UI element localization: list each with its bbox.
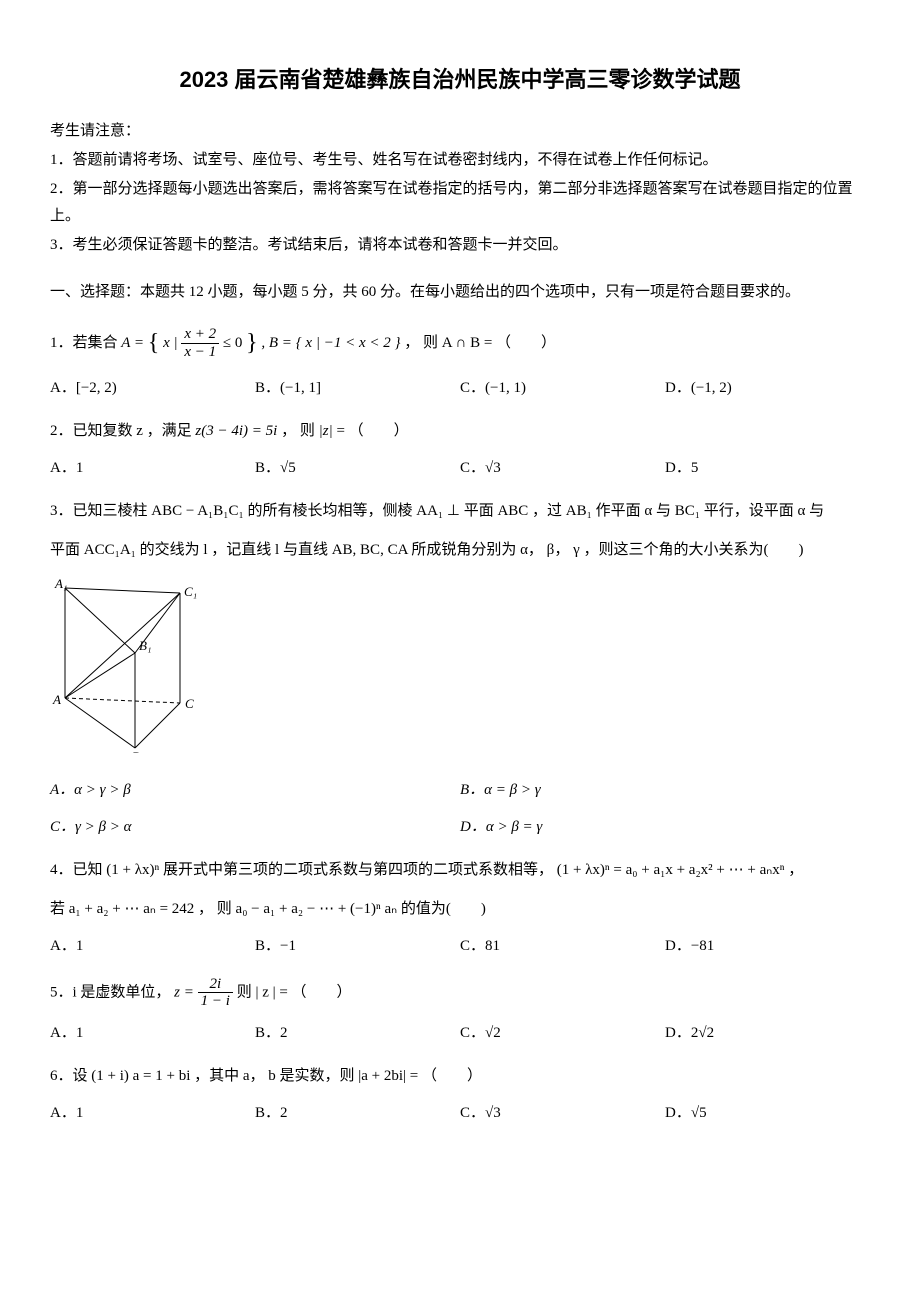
diag-a-c1 — [65, 593, 180, 698]
label-a: A — [52, 692, 61, 707]
q5-opt-b: B．2 — [255, 1020, 460, 1047]
q4-options: A．1 B．−1 C．81 D．−81 — [50, 933, 870, 960]
q2-expr: z(3 − 4i) = 5i — [195, 423, 277, 439]
q1-opt-b: B．(−1, 1] — [255, 375, 460, 402]
q1-prefix: 1．若集合 — [50, 335, 118, 351]
label-c: C — [185, 696, 194, 711]
q1-B-set: { x | −1 < x < 2 } — [296, 335, 401, 351]
q2-options: A．1 B．√5 C．√3 D．5 — [50, 455, 870, 482]
q5-opt-a: A．1 — [50, 1020, 255, 1047]
q5-frac-num: 2i — [198, 976, 233, 994]
q4-opt-d: D．−81 — [665, 933, 870, 960]
q6-pre: 6．设 (1 + i) a = 1 + bi ，其中 a， b 是实数，则 |a… — [50, 1068, 482, 1084]
q5-opt-c: C．√2 — [460, 1020, 665, 1047]
question-1: 1．若集合 A = { x | x + 2 x − 1 ≤ 0 } , B = … — [50, 322, 870, 365]
question-4: 4．已知 (1 + λx)ⁿ 展开式中第三项的二项式系数与第四项的二项式系数相等… — [50, 857, 870, 923]
q2-opt-c: C．√3 — [460, 455, 665, 482]
q5-pre: 5．i 是虚数单位， — [50, 984, 174, 1000]
q4-part2: 若 a₁ + a₂ + ⋯ aₙ = 242 ， 则 a₀ − a₁ + a₂ … — [50, 896, 870, 923]
label-c1: C₁ — [184, 584, 197, 599]
q3-opt-b: B．α = β > γ — [460, 777, 870, 804]
q1-frac-den: x − 1 — [181, 344, 219, 361]
section-1-heading: 一、选择题：本题共 12 小题，每小题 5 分，共 60 分。在每小题给出的四个… — [50, 279, 870, 306]
q5-frac-den: 1 − i — [198, 993, 233, 1010]
prism-diagram: A₁ C₁ B₁ A C B — [50, 578, 210, 753]
q5-opt-d: D．2√2 — [665, 1020, 870, 1047]
q1-options: A．[−2, 2) B．(−1, 1] C．(−1, 1) D．(−1, 2) — [50, 375, 870, 402]
q1-B-eq: , B = — [261, 335, 295, 351]
q1-fraction: x + 2 x − 1 — [181, 326, 219, 360]
q1-frac-num: x + 2 — [181, 326, 219, 344]
q5-z-eq: z = — [174, 984, 194, 1000]
q1-set-cond: ≤ 0 — [223, 335, 242, 351]
q5-post: 则 | z | = （ ） — [237, 984, 352, 1000]
q2-opt-b: B．√5 — [255, 455, 460, 482]
q6-opt-c: C．√3 — [460, 1100, 665, 1127]
question-3: 3．已知三棱柱 ABC − A₁B₁C₁ 的所有棱长均相等，侧棱 AA₁ ⊥ 平… — [50, 498, 870, 564]
q2-pre: 2．已知复数 z ，满足 — [50, 423, 195, 439]
diag-a-b1 — [65, 653, 135, 698]
edge-c-b — [135, 703, 180, 748]
edge-a-c — [65, 698, 180, 703]
q3-part2: 平面 ACC₁A₁ 的交线为 l ，记直线 l 与直线 AB, BC, CA 所… — [50, 537, 870, 564]
instruction-item-3: 3．考生必须保证答题卡的整洁。考试结束后，请将本试卷和答题卡一并交回。 — [50, 232, 870, 259]
q6-opt-a: A．1 — [50, 1100, 255, 1127]
q5-options: A．1 B．2 C．√2 D．2√2 — [50, 1020, 870, 1047]
q3-options-row2: C．γ > β > α D．α > β = γ — [50, 814, 870, 841]
q1-suffix: ， 则 A ∩ B = （ ） — [404, 335, 556, 351]
q3-options-row1: A．α > γ > β B．α = β > γ — [50, 777, 870, 804]
q2-opt-a: A．1 — [50, 455, 255, 482]
edge-a-b — [65, 698, 135, 748]
question-6: 6．设 (1 + i) a = 1 + bi ，其中 a， b 是实数，则 |a… — [50, 1063, 870, 1090]
q3-part1: 3．已知三棱柱 ABC − A₁B₁C₁ 的所有棱长均相等，侧棱 AA₁ ⊥ 平… — [50, 498, 870, 525]
q3-opt-c: C．γ > β > α — [50, 814, 460, 841]
q4-opt-c: C．81 — [460, 933, 665, 960]
q4-part1: 4．已知 (1 + λx)ⁿ 展开式中第三项的二项式系数与第四项的二项式系数相等… — [50, 857, 870, 884]
instruction-item-1: 1．答题前请将考场、试室号、座位号、考生号、姓名写在试卷密封线内，不得在试卷上作… — [50, 147, 870, 174]
q1-A-eq: A = — [121, 335, 144, 351]
question-5: 5．i 是虚数单位， z = 2i 1 − i 则 | z | = （ ） — [50, 976, 870, 1010]
label-a1: A₁ — [54, 578, 67, 591]
question-2: 2．已知复数 z ，满足 z(3 − 4i) = 5i ， 则 |z| = （ … — [50, 418, 870, 445]
q4-opt-a: A．1 — [50, 933, 255, 960]
q2-mid: ， 则 — [281, 423, 319, 439]
q6-options: A．1 B．2 C．√3 D．√5 — [50, 1100, 870, 1127]
instruction-item-2: 2．第一部分选择题每小题选出答案后，需将答案写在试卷指定的括号内，第二部分非选择… — [50, 176, 870, 230]
edge-a1-c1 — [65, 588, 180, 593]
instructions-heading: 考生请注意： — [50, 118, 870, 145]
label-b1: B₁ — [139, 638, 151, 653]
q6-opt-d: D．√5 — [665, 1100, 870, 1127]
q1-set-var: x | — [163, 335, 178, 351]
instructions-block: 考生请注意： 1．答题前请将考场、试室号、座位号、考生号、姓名写在试卷密封线内，… — [50, 118, 870, 259]
label-b: B — [132, 749, 140, 753]
q2-abs: |z| — [319, 423, 333, 439]
q6-opt-b: B．2 — [255, 1100, 460, 1127]
q4-opt-b: B．−1 — [255, 933, 460, 960]
q3-opt-d: D．α > β = γ — [460, 814, 870, 841]
q3-opt-a: A．α > γ > β — [50, 777, 460, 804]
q2-post: = （ ） — [336, 423, 408, 439]
brace-open: { — [148, 330, 160, 356]
q2-opt-d: D．5 — [665, 455, 870, 482]
page-title: 2023 届云南省楚雄彝族自治州民族中学高三零诊数学试题 — [50, 60, 870, 100]
q5-fraction: 2i 1 − i — [198, 976, 233, 1010]
q1-opt-c: C．(−1, 1) — [460, 375, 665, 402]
q3-figure: A₁ C₁ B₁ A C B — [50, 578, 870, 763]
q1-opt-a: A．[−2, 2) — [50, 375, 255, 402]
brace-close: } — [246, 330, 258, 356]
q1-opt-d: D．(−1, 2) — [665, 375, 870, 402]
